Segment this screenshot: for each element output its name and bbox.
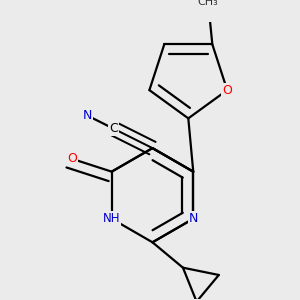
Text: CH₃: CH₃ [198, 0, 218, 8]
Text: O: O [222, 84, 232, 97]
Text: O: O [67, 152, 77, 164]
Text: C: C [109, 122, 118, 135]
Text: N: N [189, 212, 198, 225]
Text: NH: NH [103, 212, 120, 225]
Text: N: N [82, 109, 92, 122]
